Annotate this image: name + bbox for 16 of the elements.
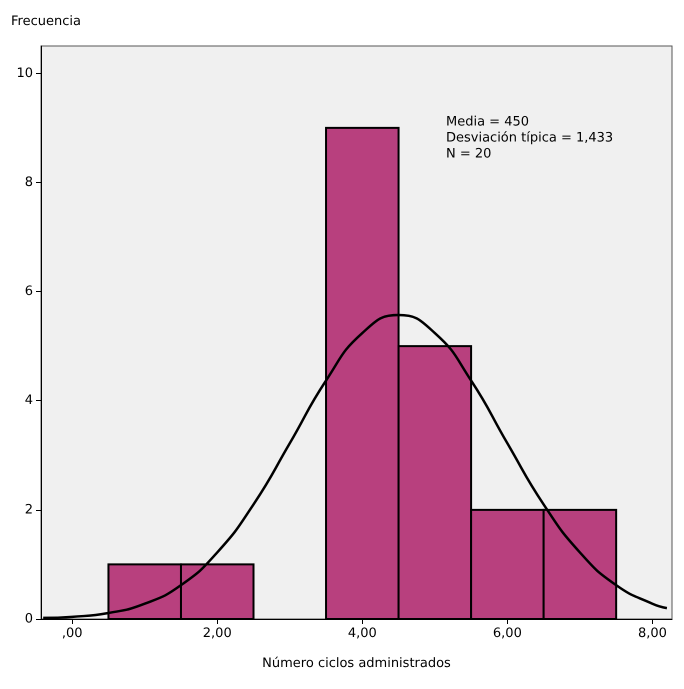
- x-tick-label: 4,00: [348, 626, 377, 641]
- y-tick-label: 0: [24, 612, 33, 626]
- x-tick-label: 2,00: [202, 626, 232, 641]
- y-tick-label: 10: [16, 66, 33, 81]
- y-tick-label: 6: [24, 284, 33, 300]
- x-tick-label: ,00: [62, 626, 83, 641]
- y-tick-label: 4: [24, 393, 33, 408]
- y-tick-label: 2: [24, 502, 33, 518]
- annotation: N = 20: [446, 146, 492, 162]
- x-tick-label: 8,00: [638, 626, 667, 641]
- annotation: Desviación típica = 1,433: [446, 130, 614, 146]
- annotation: Media = 450: [446, 114, 530, 130]
- x-axis-title: Número ciclos administrados: [262, 656, 452, 671]
- y-tick-label: 8: [24, 174, 33, 190]
- y-axis-title: Frecuencia: [11, 14, 81, 29]
- x-tick-label: 6,00: [492, 626, 522, 641]
